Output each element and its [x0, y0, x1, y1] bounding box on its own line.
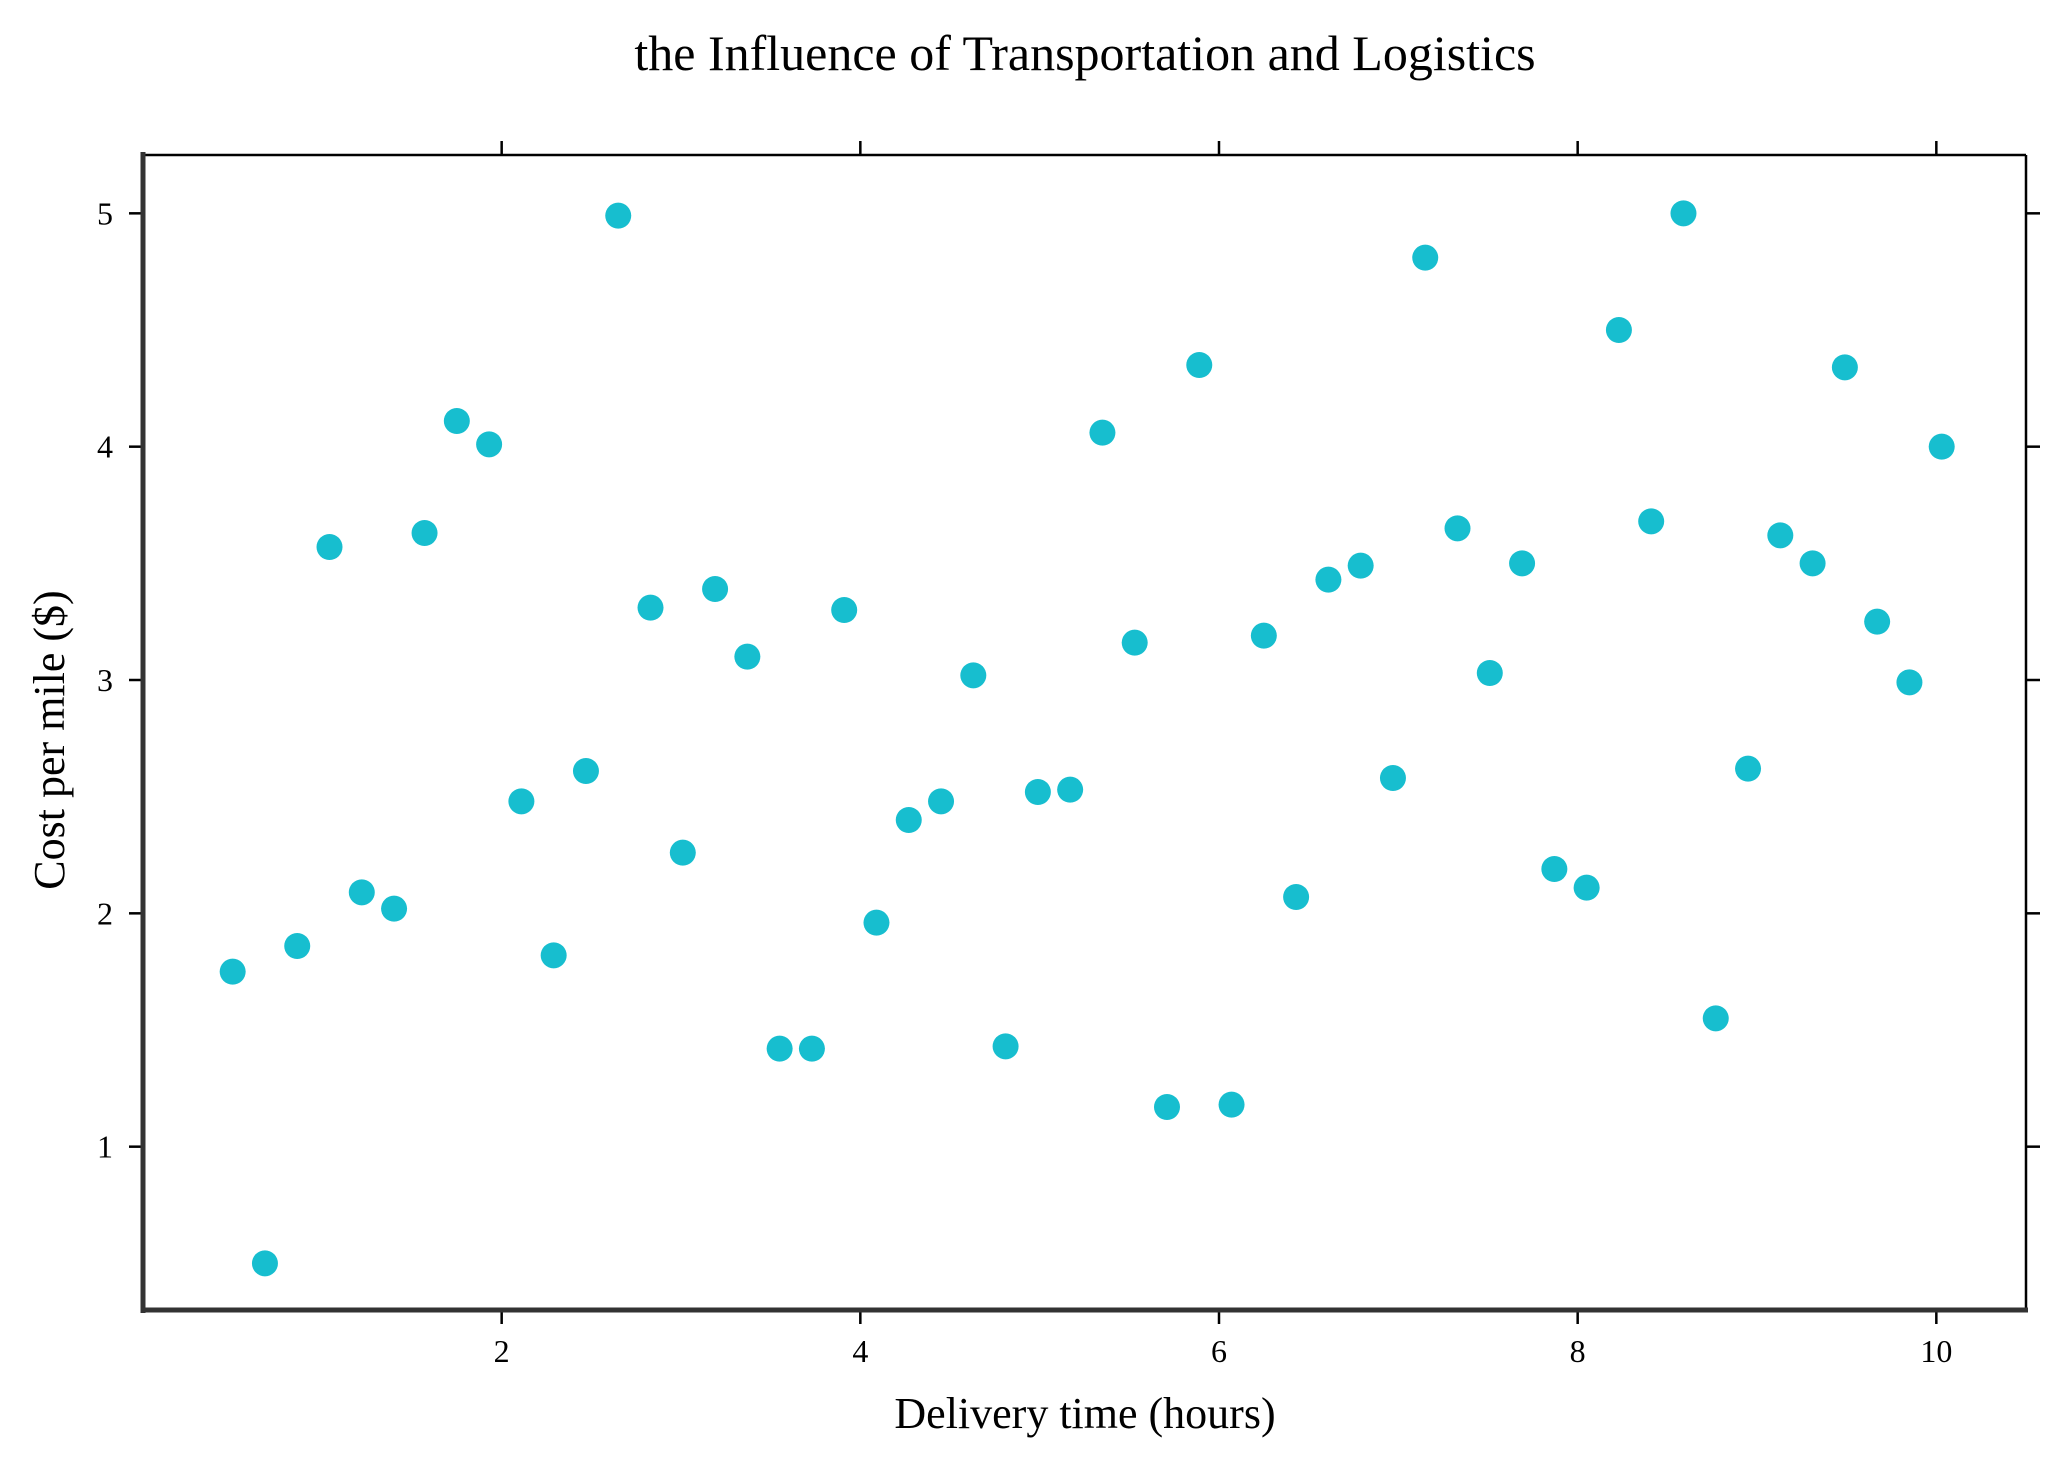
y-tick-label: 1: [97, 1129, 113, 1165]
data-point: [960, 662, 987, 689]
data-point: [1670, 200, 1697, 227]
data-point: [572, 758, 599, 784]
x-tick-label: 2: [494, 1333, 510, 1369]
chart-title: the Influence of Transportation and Logi…: [634, 25, 1535, 81]
plot-frame: [140, 152, 2028, 1313]
data-point: [734, 643, 761, 670]
data-point: [1089, 419, 1116, 446]
data-point: [1767, 522, 1794, 549]
data-point: [1444, 515, 1471, 542]
x-tick-label: 8: [1570, 1333, 1586, 1369]
y-tick-label: 3: [97, 662, 113, 698]
data-point: [1476, 660, 1503, 686]
data-point: [316, 534, 343, 560]
data-point: [1283, 884, 1310, 910]
data-point: [928, 788, 955, 815]
data-point: [702, 576, 729, 602]
data-point: [1831, 354, 1858, 381]
x-tick-label: 6: [1211, 1333, 1227, 1369]
data-point: [1379, 765, 1406, 791]
y-tick-label: 2: [97, 895, 113, 931]
data-point: [1347, 552, 1374, 579]
data-point: [540, 942, 567, 969]
data-point: [1218, 1091, 1245, 1118]
data-point: [1702, 1005, 1729, 1032]
data-point: [411, 520, 438, 546]
y-axis-label: Cost per mile ($): [25, 590, 74, 889]
y-tick-label: 4: [97, 429, 113, 465]
x-tick-label: 4: [852, 1333, 868, 1369]
data-point: [1186, 352, 1213, 378]
data-point: [831, 597, 858, 623]
data-point: [1153, 1094, 1180, 1120]
data-point: [348, 879, 375, 906]
data-point: [1057, 776, 1084, 803]
data-point: [992, 1033, 1019, 1060]
x-axis-label: Delivery time (hours): [894, 1389, 1275, 1438]
data-point: [1799, 550, 1826, 577]
data-point: [605, 202, 632, 229]
data-point: [1250, 622, 1277, 649]
data-point: [1864, 608, 1891, 635]
data-point: [766, 1035, 793, 1062]
data-point: [1638, 508, 1665, 535]
data-point: [1573, 874, 1600, 901]
data-point: [1605, 317, 1632, 343]
data-point: [381, 895, 408, 922]
data-point: [1024, 779, 1051, 805]
data-point: [476, 431, 503, 458]
data-point: [798, 1035, 825, 1062]
data-point: [863, 909, 890, 936]
data-point: [1509, 550, 1536, 577]
data-point: [637, 594, 664, 621]
data-point: [219, 958, 246, 985]
data-point: [1896, 669, 1923, 696]
data-point: [508, 788, 535, 815]
x-tick-label: 10: [1920, 1333, 1952, 1369]
data-point: [1735, 755, 1762, 782]
data-point: [1928, 433, 1955, 460]
data-point: [284, 933, 311, 959]
data-point: [1315, 566, 1342, 593]
data-point: [1412, 244, 1439, 271]
data-point: [895, 807, 922, 833]
data-point: [251, 1250, 278, 1277]
data-point: [669, 839, 696, 866]
scatter-points: [219, 200, 1955, 1277]
y-tick-label: 5: [97, 195, 113, 231]
data-point: [443, 408, 470, 434]
data-point: [1121, 629, 1148, 656]
data-point: [1541, 856, 1568, 882]
